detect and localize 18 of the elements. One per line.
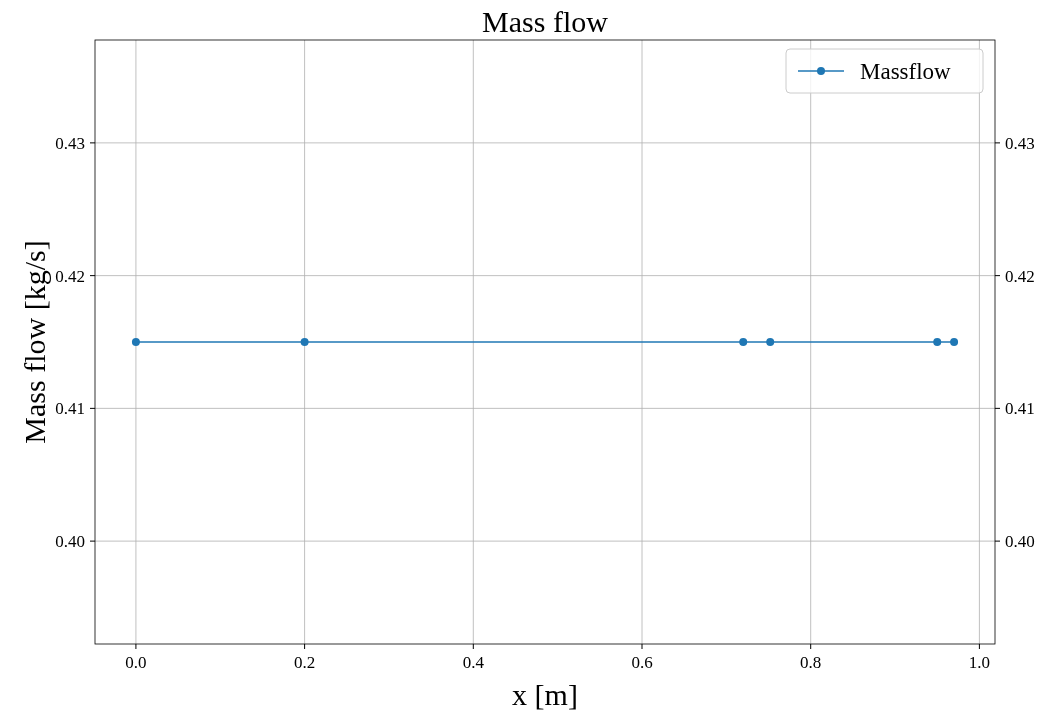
y-tick-label: 0.40	[55, 532, 85, 552]
y2-tick-label: 0.43	[1005, 133, 1035, 153]
x-tick-label: 0.4	[462, 653, 485, 672]
legend-label: Massflow	[860, 59, 952, 84]
y-tick-label: 0.43	[55, 133, 85, 153]
y-axis-title: Mass flow [kg/s]	[18, 240, 51, 444]
y2-tick-label: 0.40	[1005, 532, 1035, 552]
y-tick-label: 0.41	[55, 399, 85, 419]
x-tick-label: 0.0	[125, 653, 147, 672]
x-tick-label: 0.6	[631, 653, 653, 672]
x-tick-label: 1.0	[968, 653, 991, 672]
y2-tick-label: 0.41	[1005, 399, 1035, 419]
y2-tick-label: 0.42	[1005, 266, 1035, 286]
x-axis-title: x [m]	[512, 678, 578, 711]
x-tick-label: 0.2	[293, 653, 316, 672]
chart-title: Mass flow	[482, 5, 609, 38]
x-tick-label: 0.8	[800, 653, 822, 672]
y-tick-label: 0.42	[55, 266, 85, 286]
